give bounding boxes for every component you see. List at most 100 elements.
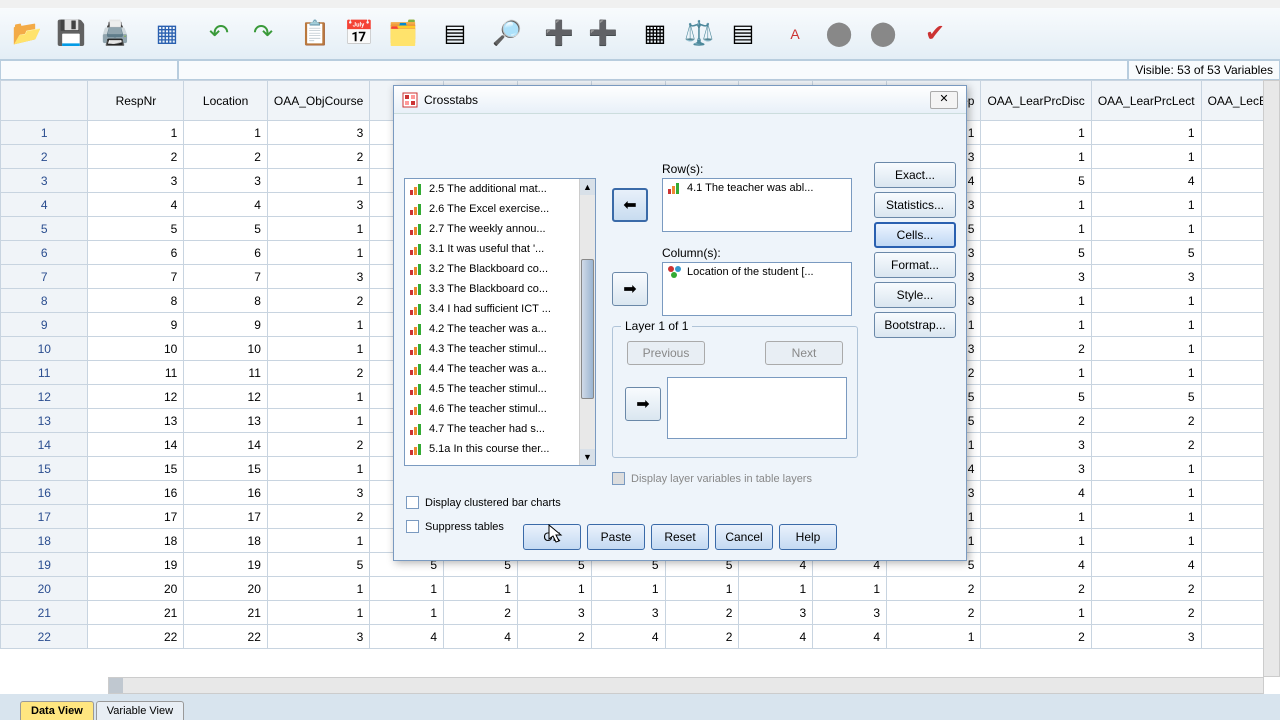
cell[interactable]: 1 [267,457,369,481]
cell[interactable]: 1 [1091,145,1201,169]
row-header[interactable]: 10 [1,337,88,361]
cell[interactable]: 19 [88,553,184,577]
variable-item[interactable]: 2.7 The weekly annou... [405,219,595,239]
variable-list[interactable]: 2.5 The additional mat...2.6 The Excel e… [404,178,596,466]
cell[interactable]: 4 [981,481,1091,505]
horizontal-scrollbar[interactable] [108,677,1264,694]
column-header[interactable]: OAA_ObjCourse [267,81,369,121]
cell[interactable]: 4 [370,625,444,649]
cell[interactable]: 17 [184,505,268,529]
show-all-button[interactable]: ⬤ [862,13,904,55]
variable-item[interactable]: 3.4 I had sufficient ICT ... [405,299,595,319]
cell[interactable]: 1 [267,337,369,361]
cell[interactable]: 2 [267,505,369,529]
cell[interactable]: 1 [981,121,1091,145]
layer-previous-button[interactable]: Previous [627,341,705,365]
cell[interactable]: 2 [444,601,518,625]
row-header[interactable]: 12 [1,385,88,409]
cell[interactable]: 3 [981,433,1091,457]
cell[interactable]: 5 [184,217,268,241]
cell[interactable]: 1 [267,385,369,409]
print-button[interactable]: 🖨️ [94,13,136,55]
tab-variable-view[interactable]: Variable View [96,701,184,720]
cell[interactable]: 1 [1091,529,1201,553]
redo-button[interactable]: ↷ [242,13,284,55]
cell[interactable]: 5 [981,241,1091,265]
cell[interactable]: 20 [184,577,268,601]
cell[interactable]: 2 [887,577,981,601]
variable-item[interactable]: 4.2 The teacher was a... [405,319,595,339]
cell[interactable]: 15 [88,457,184,481]
cell[interactable]: 2 [1091,601,1201,625]
cell[interactable]: 13 [184,409,268,433]
variable-item[interactable]: 5.1a In this course ther... [405,439,595,459]
cell[interactable]: 9 [184,313,268,337]
spellcheck-button[interactable]: ✔ [914,13,956,55]
cell[interactable]: 1 [1091,337,1201,361]
scroll-thumb[interactable] [581,259,594,399]
cell[interactable]: 2 [887,601,981,625]
cell[interactable]: 2 [184,145,268,169]
cell[interactable]: 20 [88,577,184,601]
weight-cases-button[interactable]: ⚖️ [678,13,720,55]
cell[interactable]: 5 [88,217,184,241]
cell[interactable]: 3 [813,601,887,625]
use-sets-button[interactable]: ⬤ [818,13,860,55]
cell[interactable]: 1 [267,409,369,433]
cell[interactable]: 3 [591,601,665,625]
cell[interactable]: 19 [184,553,268,577]
cell[interactable]: 3 [739,601,813,625]
variables-button[interactable]: 🗂️ [382,13,424,55]
cell[interactable]: 9 [88,313,184,337]
layer-box[interactable] [667,377,847,439]
bootstrap-button[interactable]: Bootstrap... [874,312,956,338]
cell[interactable]: 1 [88,121,184,145]
cell[interactable]: 5 [1091,385,1201,409]
variable-item[interactable]: 4.6 The teacher stimul... [405,399,595,419]
save-button[interactable]: 💾 [50,13,92,55]
cell[interactable]: 1 [981,601,1091,625]
row-header[interactable]: 22 [1,625,88,649]
cell[interactable]: 3 [981,457,1091,481]
cell[interactable]: 14 [88,433,184,457]
row-header[interactable]: 15 [1,457,88,481]
row-header[interactable]: 4 [1,193,88,217]
variable-item[interactable]: 2.5 The additional mat... [405,179,595,199]
cell[interactable]: 2 [981,337,1091,361]
cell[interactable]: 1 [1091,361,1201,385]
variable-item[interactable]: 2.6 The Excel exercise... [405,199,595,219]
row-header[interactable]: 19 [1,553,88,577]
row-header[interactable]: 17 [1,505,88,529]
cell[interactable]: 3 [184,169,268,193]
cell[interactable]: 3 [267,625,369,649]
variable-item[interactable]: 4.5 The teacher stimul... [405,379,595,399]
cell[interactable]: 4 [444,625,518,649]
cell[interactable]: 3 [1091,625,1201,649]
variable-item[interactable]: 3.3 The Blackboard co... [405,279,595,299]
checkbox-icon[interactable] [406,496,419,509]
select-cases-button[interactable]: ▤ [722,13,764,55]
cell[interactable]: 2 [267,433,369,457]
help-button[interactable]: Help [779,524,837,550]
row-header[interactable]: 9 [1,313,88,337]
paste-button[interactable]: Paste [587,524,645,550]
format-button[interactable]: Format... [874,252,956,278]
cell[interactable]: 7 [88,265,184,289]
cell[interactable]: 2 [1091,577,1201,601]
cell[interactable]: 4 [591,625,665,649]
cell[interactable]: 2 [88,145,184,169]
cell[interactable]: 1 [1091,481,1201,505]
row-header[interactable]: 7 [1,265,88,289]
cell[interactable]: 4 [739,625,813,649]
variable-item[interactable]: 4.4 The teacher was a... [405,359,595,379]
insert-variable-button[interactable]: ➕ [582,13,624,55]
insert-cases-button[interactable]: ➕ [538,13,580,55]
cell[interactable]: 18 [88,529,184,553]
cell[interactable]: 1 [267,169,369,193]
undo-button[interactable]: ↶ [198,13,240,55]
columns-box[interactable]: Location of the student [... [662,262,852,316]
cell[interactable]: 1 [591,577,665,601]
cell[interactable]: 1 [267,313,369,337]
col-variable-item[interactable]: Location of the student [... [663,263,851,281]
variable-item[interactable]: 4.3 The teacher stimul... [405,339,595,359]
